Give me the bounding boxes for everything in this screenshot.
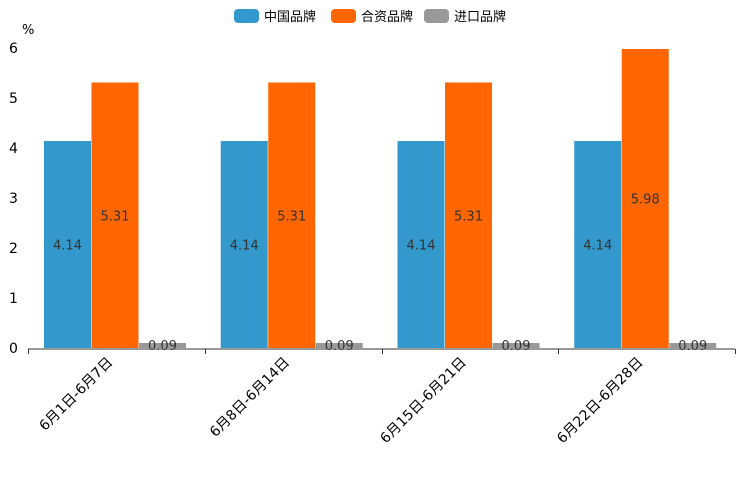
- bars: [44, 49, 717, 348]
- legend-label: 合资品牌: [361, 9, 413, 25]
- legend-label: 中国品牌: [264, 9, 316, 25]
- bar-3-2: [315, 343, 363, 348]
- bar-3-3: [492, 343, 540, 348]
- bar-1-4: [574, 141, 622, 348]
- bar-2-3: [445, 82, 492, 348]
- y-tick-label: 5: [9, 91, 18, 107]
- legend-swatch: [424, 9, 449, 23]
- data-label: 4.14: [53, 239, 82, 254]
- bar-1-2: [220, 141, 268, 348]
- bar-2-4: [621, 49, 669, 348]
- legend-swatch: [331, 9, 356, 23]
- bar-1-3: [397, 141, 445, 348]
- bar-3-4: [669, 343, 717, 348]
- y-tick-label: 3: [9, 191, 18, 207]
- x-category-label: 6月15日-6月21日: [377, 355, 469, 447]
- data-labels: 4.14 4.14 4.14 4.14 5.31 5.31 5.31 5.98 0.09 0.09…: [53, 193, 707, 355]
- x-category-label: 6月22日-6月28日: [554, 355, 646, 447]
- bar-2-2: [268, 82, 316, 348]
- data-label: 0.09: [325, 339, 354, 354]
- data-label: 5.31: [101, 209, 130, 224]
- legend-swatch: [234, 9, 259, 23]
- data-label: 5.98: [631, 193, 660, 208]
- y-axis-unit-label: %: [22, 23, 34, 38]
- y-tick-label: 6: [9, 41, 18, 57]
- y-tick-label: 2: [9, 241, 18, 257]
- bar-2-1: [91, 82, 139, 348]
- y-tick-label: 0: [9, 341, 18, 357]
- bar-1-1: [44, 141, 91, 348]
- data-label: 4.14: [407, 239, 436, 254]
- data-label: 4.14: [230, 239, 259, 254]
- y-tick-label: 4: [9, 141, 18, 157]
- x-category-label: 6月8日-6月14日: [207, 355, 293, 441]
- data-label: 0.09: [502, 339, 531, 354]
- data-label: 4.14: [583, 239, 612, 254]
- y-tick-label: 1: [9, 291, 18, 307]
- data-label: 0.09: [678, 339, 707, 354]
- data-label: 5.31: [277, 209, 306, 224]
- data-label: 5.31: [454, 209, 483, 224]
- data-label: 0.09: [148, 339, 177, 354]
- bar-3-1: [139, 343, 186, 348]
- legend-label: 进口品牌: [454, 9, 506, 25]
- x-category-label: 6月1日-6月7日: [37, 355, 117, 435]
- y-axis-ticks: 0 1 2 3 4 5 6: [9, 41, 18, 357]
- legend: 中国品牌 合资品牌 进口品牌: [234, 9, 506, 25]
- x-axis: 6月1日-6月7日 6月8日-6月14日 6月15日-6月21日 6月22日-6月28…: [28, 348, 736, 447]
